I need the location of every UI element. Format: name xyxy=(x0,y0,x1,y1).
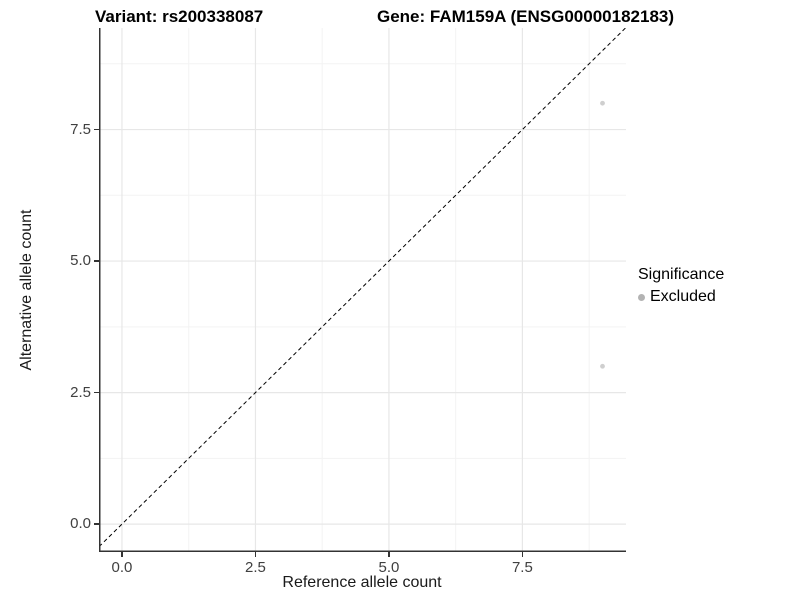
x-tick-label: 2.5 xyxy=(245,559,266,576)
x-tick-label: 7.5 xyxy=(511,559,533,576)
y-tick-mark xyxy=(94,260,99,262)
x-axis-title: Reference allele count xyxy=(282,574,442,591)
plot-title-variant: Variant: rs200338087 xyxy=(95,7,264,26)
plot-canvas xyxy=(99,28,626,552)
data-point xyxy=(600,363,605,369)
y-tick-label: 7.5 xyxy=(70,120,91,138)
legend-title: Significance xyxy=(638,266,725,283)
x-tick-mark xyxy=(121,552,123,557)
y-tick-mark xyxy=(94,391,99,394)
legend: Significance Excluded xyxy=(638,266,724,306)
plot-panel xyxy=(99,28,626,552)
plot-title-gene: Gene: FAM159A (ENSG00000182183) xyxy=(377,7,675,26)
y-tick-label: 2.5 xyxy=(70,383,91,401)
legend-item-excluded: Excluded xyxy=(638,288,724,306)
y-tick-mark xyxy=(94,523,99,525)
y-tick-label: 5.0 xyxy=(70,252,91,270)
y-tick-label: 0.0 xyxy=(70,515,91,533)
x-tick-label: 5.0 xyxy=(378,559,400,576)
y-tick-mark xyxy=(94,128,99,131)
x-tick-mark xyxy=(388,552,390,557)
x-tick-mark xyxy=(254,552,257,557)
y-axis-title: Alternative allele count xyxy=(18,209,35,371)
legend-item-label: Excluded xyxy=(650,288,716,305)
x-tick-label: 0.0 xyxy=(111,559,133,576)
x-tick-mark xyxy=(521,552,524,557)
data-point xyxy=(600,100,605,106)
legend-key-dot-icon xyxy=(638,293,645,301)
